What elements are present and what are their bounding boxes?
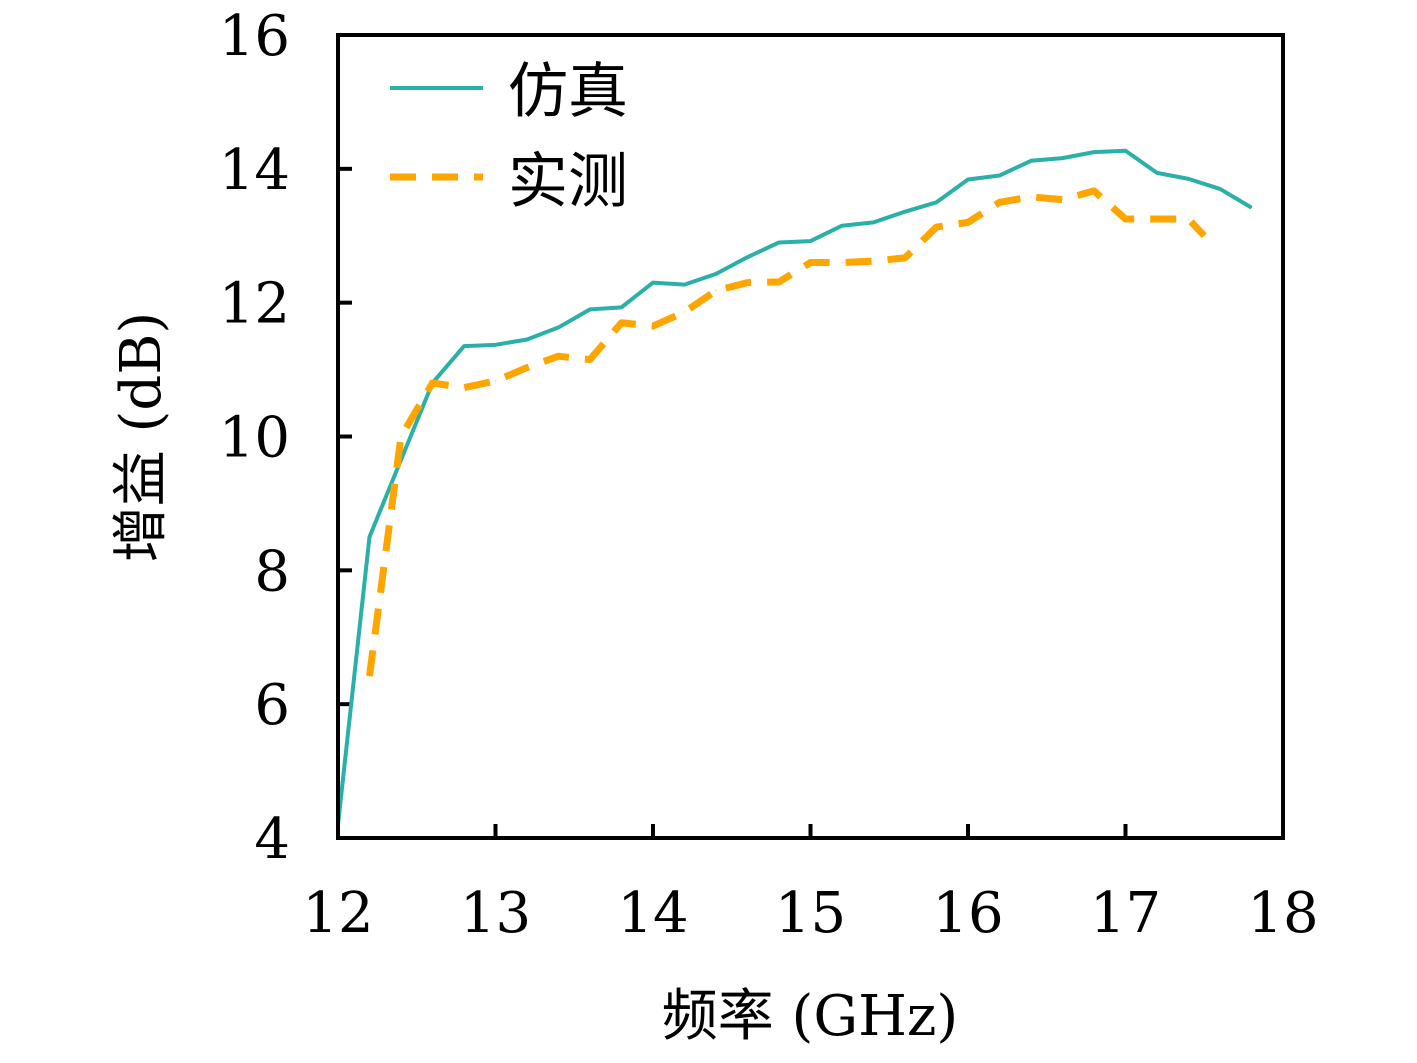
data-point <box>589 359 591 361</box>
data-point <box>1251 207 1252 209</box>
data-point <box>1188 178 1189 180</box>
data-point <box>715 273 717 275</box>
x-tick-label: 18 <box>1247 881 1318 946</box>
data-point <box>526 367 528 369</box>
x-tick-label: 14 <box>617 881 688 946</box>
data-point <box>1030 160 1032 162</box>
data-point <box>463 345 465 347</box>
data-point <box>747 256 748 258</box>
y-tick-label: 16 <box>219 4 290 69</box>
y-tick-label: 12 <box>219 272 290 337</box>
data-point <box>778 281 780 283</box>
data-point <box>936 201 937 203</box>
axis-ticks: 12 13 14 15 16 17 18 4 6 8 10 12 14 16 <box>219 4 1319 946</box>
data-point <box>778 241 780 243</box>
data-point <box>1062 199 1063 201</box>
data-point <box>589 308 591 310</box>
data-point <box>747 282 748 284</box>
data-point <box>652 282 654 284</box>
data-point <box>369 675 370 677</box>
y-axis-label: 增益 (dB) <box>109 312 174 563</box>
data-point <box>967 179 969 181</box>
data-point <box>904 211 906 213</box>
x-tick-label: 13 <box>460 881 531 946</box>
data-point <box>1219 188 1221 190</box>
data-point <box>810 240 811 242</box>
data-point <box>1125 150 1126 152</box>
series-line-measured <box>366 187 1207 677</box>
y-tick-label: 10 <box>219 406 290 471</box>
data-point <box>967 221 969 223</box>
data-point <box>1203 235 1205 237</box>
series-line-simulated <box>336 148 1253 825</box>
data-point <box>810 262 811 264</box>
data-point <box>558 355 559 357</box>
data-point <box>1156 218 1158 220</box>
data-point <box>463 387 465 389</box>
data-point <box>1093 190 1095 192</box>
series-group <box>336 148 1253 826</box>
y-tick-label: 8 <box>254 539 290 604</box>
y-tick-label: 14 <box>219 138 290 203</box>
data-point <box>621 306 622 308</box>
data-point <box>999 201 1000 203</box>
y-tick-label: 4 <box>254 807 290 872</box>
data-point <box>400 436 402 437</box>
data-point <box>1125 218 1126 220</box>
data-point <box>684 311 685 313</box>
data-point <box>1156 172 1158 174</box>
data-point <box>432 382 433 384</box>
x-tick-label: 12 <box>302 881 373 946</box>
x-tick-label: 16 <box>932 881 1003 946</box>
x-axis-label: 频率 (GHz) <box>662 984 959 1049</box>
data-point <box>558 326 559 328</box>
data-point <box>904 257 906 259</box>
plot-frame <box>336 33 1285 840</box>
data-point <box>1030 196 1032 198</box>
data-point <box>999 175 1000 177</box>
data-point <box>526 338 528 340</box>
data-point <box>873 260 874 262</box>
data-point <box>873 221 874 223</box>
data-point <box>621 322 622 324</box>
data-point <box>1188 218 1189 220</box>
data-point <box>936 226 937 228</box>
data-point <box>1062 157 1063 159</box>
data-point <box>1093 151 1095 153</box>
data-point <box>652 325 654 327</box>
data-point <box>495 344 496 346</box>
legend-label-measured: 实测 <box>508 147 628 217</box>
data-point <box>369 536 370 538</box>
data-point <box>841 262 843 264</box>
data-point <box>841 225 843 227</box>
y-tick-label: 6 <box>254 673 290 738</box>
data-point <box>495 380 496 382</box>
data-point <box>715 290 717 292</box>
data-point <box>684 284 685 286</box>
legend-label-simulated: 仿真 <box>508 57 628 127</box>
x-tick-label: 17 <box>1090 881 1161 946</box>
legend: 仿真 实测 <box>390 57 628 217</box>
x-tick-label: 15 <box>775 881 846 946</box>
